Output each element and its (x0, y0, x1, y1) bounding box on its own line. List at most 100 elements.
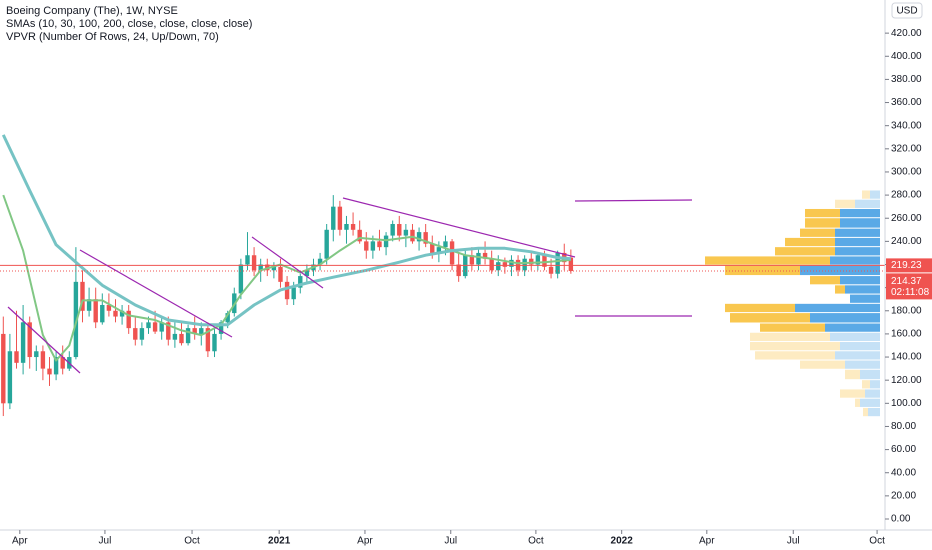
drawings (7, 197, 693, 374)
profile-down (845, 369, 860, 380)
y-tick-label: 300.00 (891, 167, 922, 178)
candle-body (331, 206, 336, 230)
candle-body (47, 368, 52, 375)
price-label-box (886, 258, 932, 273)
profile-up (835, 237, 880, 247)
y-tick-label: 260.00 (891, 213, 922, 224)
x-tick-label: Apr (12, 536, 28, 547)
candle-body (185, 328, 191, 344)
profile-down (750, 332, 830, 342)
profile-down (705, 256, 830, 265)
candle-body (80, 281, 85, 311)
candle-body (218, 322, 224, 334)
candle-body (34, 351, 39, 358)
profile-down (725, 265, 800, 276)
profile-up (868, 407, 880, 417)
y-tick-label: 40.00 (891, 467, 916, 478)
y-tick-label: 240.00 (891, 236, 922, 247)
currency-button[interactable] (891, 2, 923, 19)
profile-down (835, 199, 855, 208)
candle-body (496, 262, 501, 271)
profile-up (860, 398, 880, 407)
y-tick-label: 380.00 (891, 74, 922, 85)
candle-body (100, 304, 105, 323)
profile-down (835, 285, 845, 294)
candle-body (357, 229, 362, 242)
candle-body (284, 281, 290, 300)
profile-up (835, 228, 880, 237)
profile-up (850, 294, 880, 303)
y-tick-label: 120.00 (891, 375, 922, 386)
candle-body (298, 276, 303, 288)
candle-body (27, 322, 32, 358)
candle-body (548, 266, 554, 274)
candle-body (337, 206, 343, 230)
profile-up (830, 256, 880, 265)
y-tick-label: 160.00 (891, 329, 922, 340)
candle-body (509, 259, 514, 267)
y-tick-label: 60.00 (891, 444, 916, 455)
candle-body (192, 328, 197, 334)
candle-body (377, 241, 382, 248)
x-tick-label: Jul (99, 536, 112, 547)
candle-body (317, 258, 323, 265)
candle-body (40, 351, 46, 369)
candle-body (238, 264, 244, 294)
candle-body (304, 270, 310, 277)
profile-down (862, 380, 870, 389)
profile-down (760, 323, 825, 332)
profile-up (865, 389, 880, 398)
plot-area (0, 134, 885, 417)
candle-body (542, 255, 547, 267)
sma-line (2, 194, 571, 362)
candle-body (278, 266, 283, 282)
candle-body (291, 287, 296, 300)
trend-line (342, 197, 576, 258)
indicator-legend: SMAs (10, 30, 100, 200, close, close, cl… (6, 18, 252, 30)
candle-body (159, 322, 164, 332)
candle-body (529, 258, 534, 265)
x-tick-label: Jul (444, 536, 457, 547)
candle-body (106, 304, 112, 311)
candle-body (179, 333, 184, 344)
y-tick-label: 100.00 (891, 398, 922, 409)
candle-body (205, 328, 211, 352)
candle-body (86, 299, 92, 311)
profile-up (835, 247, 880, 256)
profile-down (800, 360, 845, 369)
x-tick-label: 2022 (611, 536, 634, 547)
currency-label[interactable]: USD (896, 6, 917, 17)
profile-up (860, 369, 880, 380)
price-label: 219.23 (891, 260, 922, 271)
profile-down (805, 218, 840, 228)
profile-up (840, 342, 880, 351)
candle-body (449, 241, 455, 265)
level-line (574, 199, 693, 202)
candle-body (225, 313, 230, 323)
profile-up (840, 218, 880, 228)
candle-body (403, 229, 409, 236)
profile-up (845, 360, 880, 369)
candle-body (133, 328, 138, 340)
candle-body (370, 241, 376, 251)
x-tick-label: Apr (699, 536, 715, 547)
y-tick-label: 180.00 (891, 305, 922, 316)
countdown-label: 02:11:08 (891, 287, 930, 298)
y-tick-label: 420.00 (891, 28, 922, 39)
profile-up (840, 276, 880, 285)
profile-down (862, 190, 870, 199)
candle-body (489, 258, 494, 271)
candle-body (212, 333, 217, 352)
candle-body (20, 322, 26, 363)
trend-line (79, 249, 233, 338)
profile-up (870, 380, 880, 389)
candle-body (199, 328, 204, 334)
candle-body (482, 252, 488, 259)
profile-down (785, 237, 835, 247)
profile-up (845, 285, 880, 294)
candle-body (390, 224, 395, 236)
candle-body (423, 232, 428, 244)
candle-body (245, 255, 250, 265)
indicator-legend: VPVR (Number Of Rows, 24, Up/Down, 70) (6, 31, 219, 43)
